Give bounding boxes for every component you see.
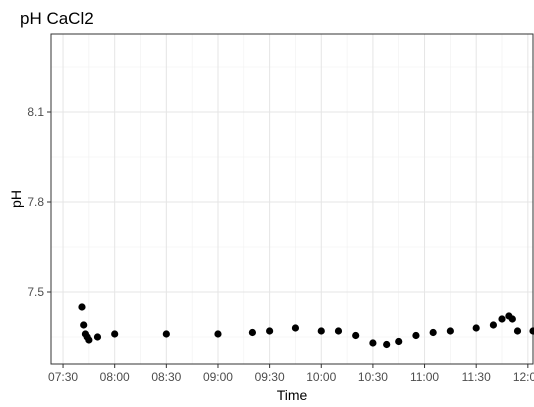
data-point [291,324,300,332]
data-point [78,303,86,311]
data-point [472,324,480,332]
x-tick-label: 09:00 [203,370,233,384]
y-tick-label: 7.8 [27,195,44,209]
data-points [78,303,534,349]
data-point [508,315,516,323]
x-axis-ticks: 07:30 08:00 08:30 09:00 09:30 10:00 10:30 11:00… [48,364,534,384]
y-tick-label: 7.5 [27,285,44,299]
data-point [317,327,325,335]
grid [51,34,533,364]
x-tick-label: 12:00 [513,370,534,384]
data-point [498,315,506,323]
data-point [395,337,403,346]
data-point [85,336,93,344]
x-tick-label: 11:00 [410,370,439,384]
data-point [369,339,377,347]
x-tick-label: 08:00 [100,370,130,384]
data-point [352,331,360,340]
data-point [513,327,522,335]
data-point [489,321,498,329]
x-tick-label: 11:30 [462,370,491,384]
x-tick-label: 07:30 [48,370,78,384]
data-point [162,330,170,338]
data-point [446,327,454,335]
data-point [529,327,534,335]
data-point [429,328,437,337]
chart-title: pH CaCl2 [20,9,94,28]
x-tick-label: 08:30 [151,370,181,384]
data-point [383,340,391,349]
x-tick-label: 10:00 [306,370,336,384]
data-point [334,327,343,335]
data-point [93,333,102,341]
x-tick-label: 10:30 [358,370,388,384]
x-axis-label: Time [277,387,308,403]
plot-panel-border [50,33,534,365]
data-point [80,321,88,329]
data-point [266,327,274,335]
y-tick-label: 8.1 [27,105,44,119]
data-point [214,330,222,338]
y-axis-label: pH [8,190,24,208]
data-point [412,331,420,340]
x-tick-label: 09:30 [255,370,285,384]
data-point [248,328,257,337]
data-point [111,330,119,338]
y-axis-ticks: 7.5 7.8 8.1 [27,105,51,299]
